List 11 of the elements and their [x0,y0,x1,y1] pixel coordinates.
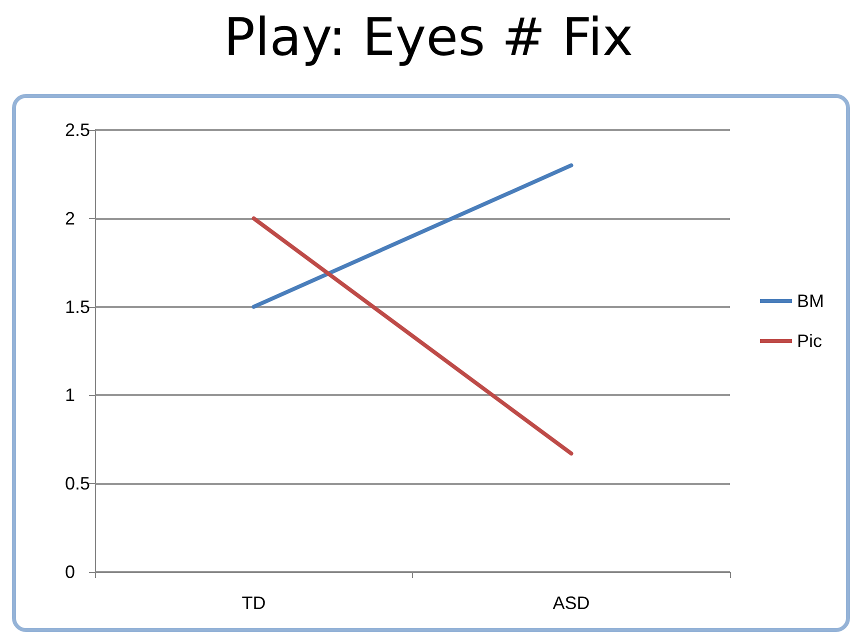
y-tick-label: 1 [65,385,76,406]
y-tick-label: 0 [65,562,76,582]
x-tick-label: TD [242,593,266,613]
y-tick-label: 1.5 [65,296,90,317]
legend-label: BM [797,291,824,311]
chart-title: Play: Eyes # Fix [222,8,634,68]
x-tick-label: ASD [552,593,590,613]
y-tick-label: 2 [65,208,76,228]
legend-label: Pic [797,331,822,351]
y-tick-label: 2.5 [65,120,90,140]
y-tick-label: 0.5 [65,474,90,494]
